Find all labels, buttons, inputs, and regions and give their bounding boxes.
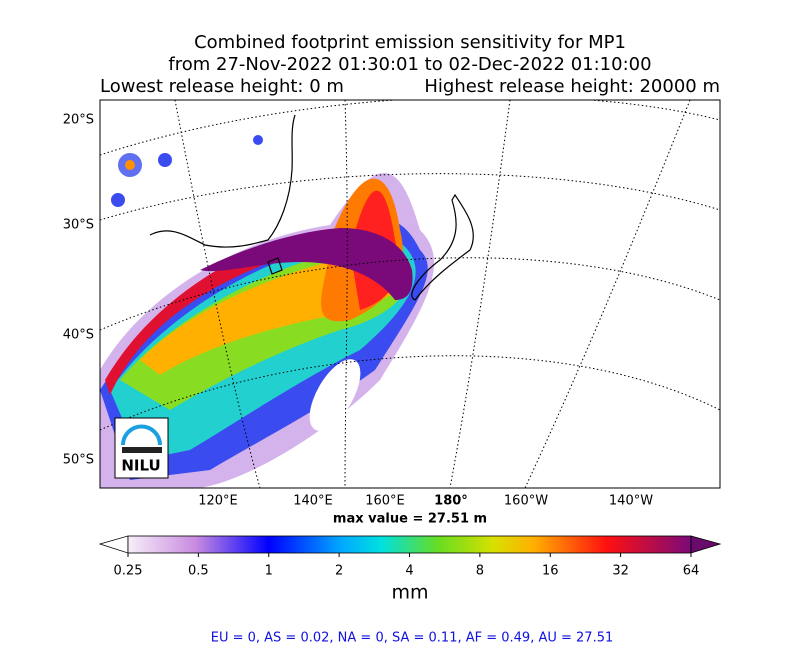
lon-label: 140°W <box>609 494 653 509</box>
colorbar-tick-label: 0.25 <box>114 564 143 579</box>
lon-label: 160°W <box>504 494 548 509</box>
colorbar-tick-label: 1 <box>265 564 273 579</box>
colorbar-tick-label: 0.5 <box>188 564 209 579</box>
release-high: Highest release height: 20000 m <box>424 76 720 97</box>
lon-label: 160°E <box>365 494 405 509</box>
release-low: Lowest release height: 0 m <box>100 76 344 97</box>
footer: EU = 0, AS = 0.02, NA = 0, SA = 0.11, AF… <box>211 631 614 646</box>
colorbar-label: mm <box>391 582 428 604</box>
colorbar-tick-label: 8 <box>476 564 484 579</box>
lat-label: 40°S <box>63 328 94 343</box>
map-frame <box>99 99 721 489</box>
lon-label: 140°E <box>293 494 333 509</box>
lat-label: 50°S <box>63 453 94 468</box>
logo-text: NILU <box>121 457 160 475</box>
colorbar-tick-label: 32 <box>612 564 629 579</box>
lon-label: 120°E <box>198 494 238 509</box>
title-line: from 27-Nov-2022 01:30:01 to 02-Dec-2022… <box>168 54 651 75</box>
colorbar-tick-label: 2 <box>335 564 343 579</box>
colorbar-tick-label: 64 <box>683 564 700 579</box>
logo: NILU <box>114 417 169 479</box>
lat-label: 20°S <box>63 113 94 128</box>
max-value: max value = 27.51 m <box>333 512 487 527</box>
colorbar-tick-label: 16 <box>542 564 559 579</box>
map-area <box>100 100 720 488</box>
lat-label: 30°S <box>63 218 94 233</box>
colorbar-tick-label: 4 <box>405 564 413 579</box>
lon-label: 180° <box>434 494 468 509</box>
colorbar <box>98 535 722 554</box>
title-line: Combined footprint emission sensitivity … <box>194 32 626 53</box>
